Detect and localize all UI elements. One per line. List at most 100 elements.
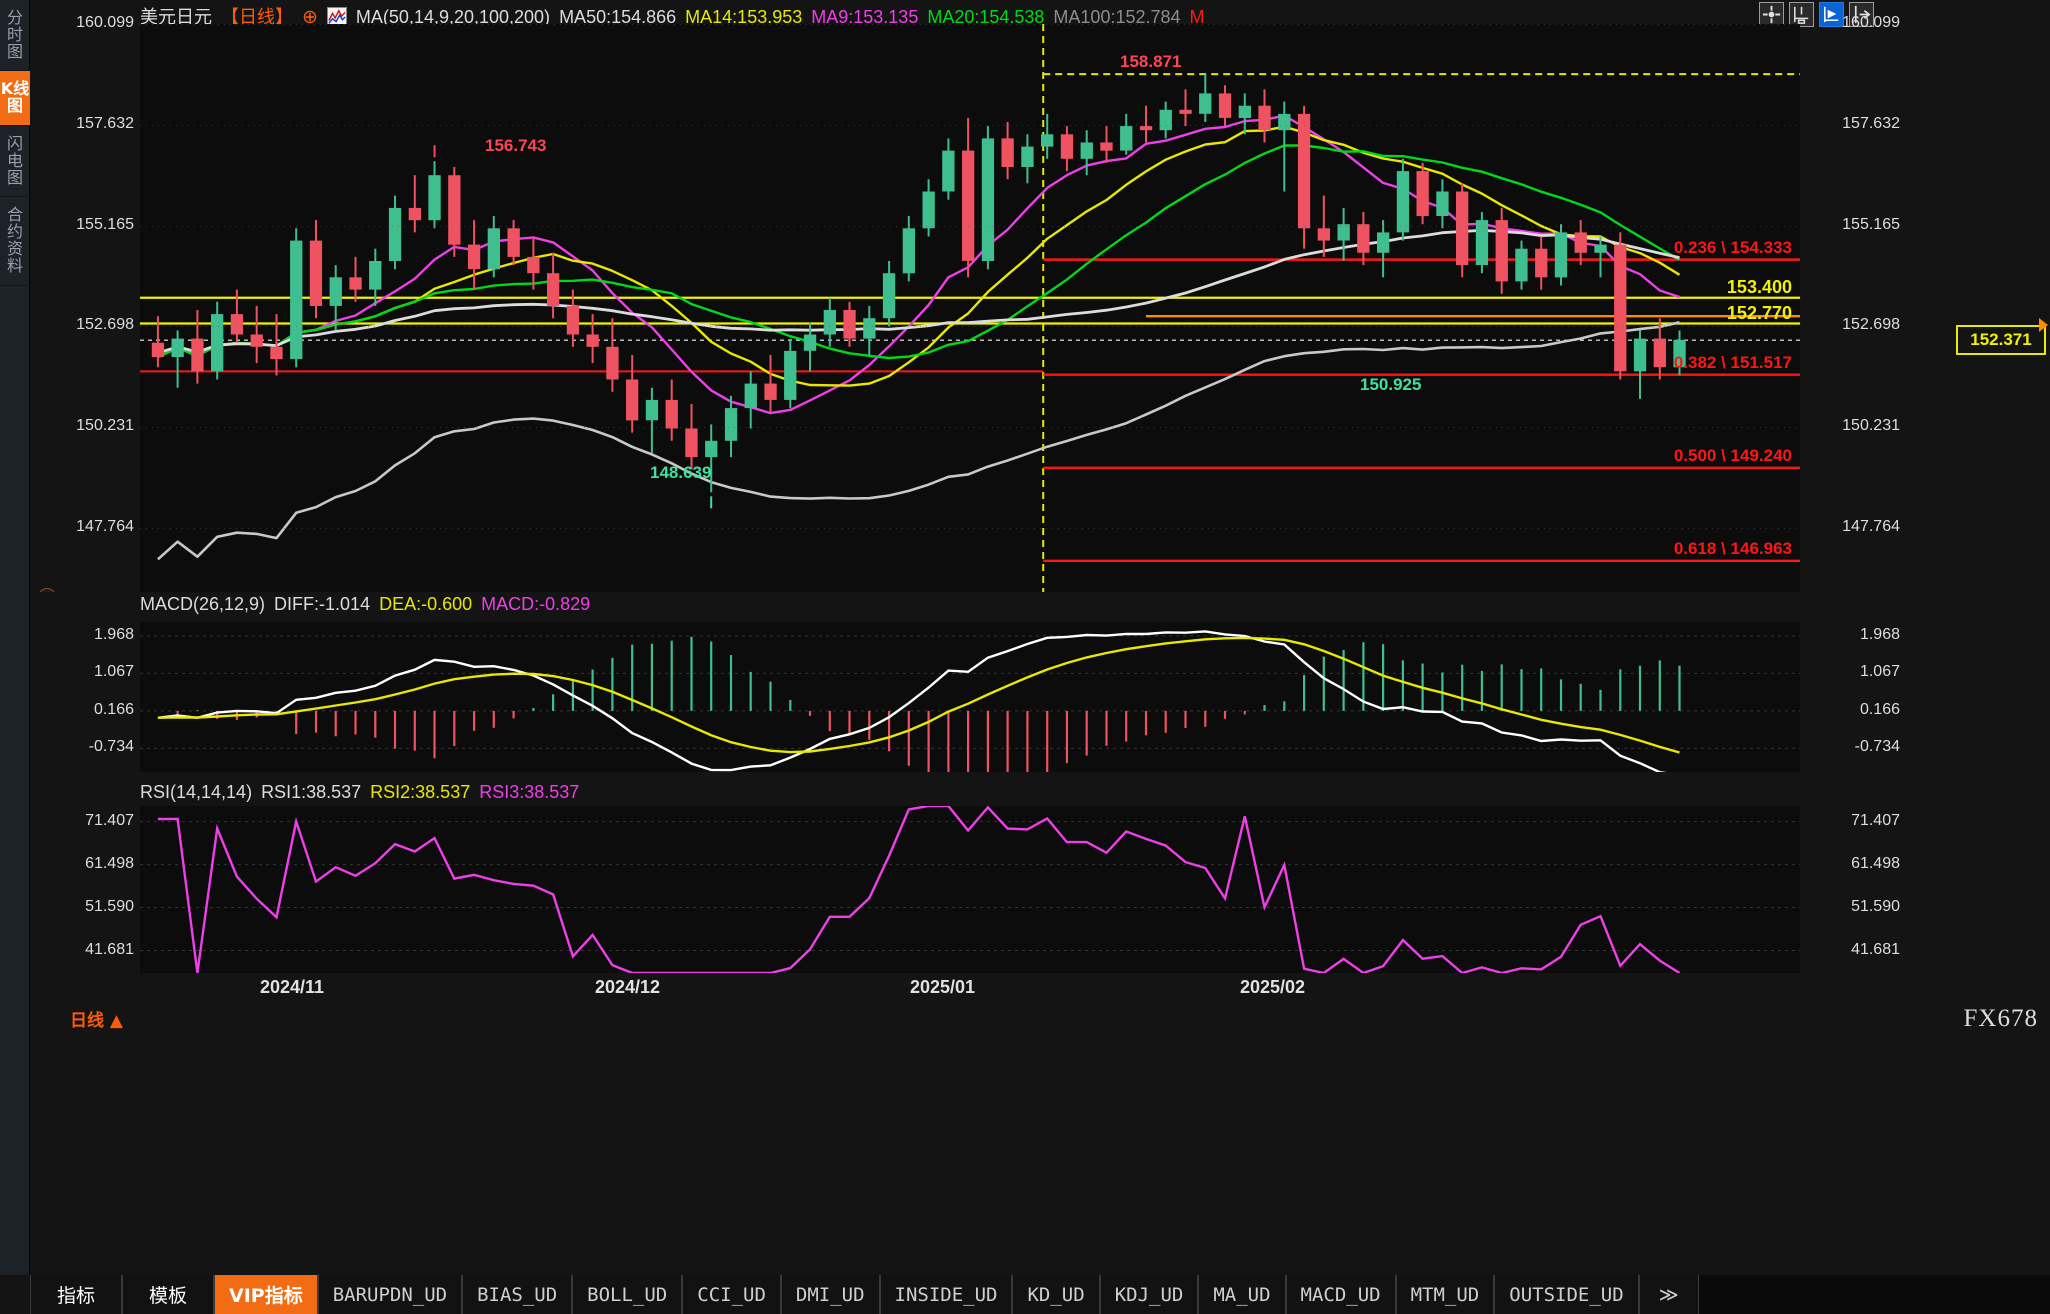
ma14-value: MA14:153.953	[685, 7, 803, 27]
rsi-title: RSI(14,14,14)	[140, 782, 253, 802]
price-gridline	[140, 326, 1800, 328]
btn-bias-ud[interactable]: BIAS_UD	[462, 1275, 573, 1314]
bottom-toolbar: 指标 模板 VIP指标 BARUPDN_UD BIAS_UD BOLL_UD CCI_UD D…	[0, 1275, 2050, 1314]
macd-dea: DEA:-0.600	[379, 594, 473, 614]
btn-barupdn-ud[interactable]: BARUPDN_UD	[317, 1275, 463, 1314]
btn-indicators[interactable]: 指标	[30, 1275, 122, 1314]
price-tick-left-1: 157.632	[76, 114, 134, 132]
sidebar-item-contract-info[interactable]: 合约资料	[0, 197, 30, 286]
level-152770-label: 152.770	[1726, 302, 1792, 323]
play-right-icon[interactable]	[1819, 2, 1844, 27]
time-tick-2: 2025/01	[910, 977, 976, 997]
btn-vip[interactable]: VIP指标	[214, 1275, 318, 1314]
btn-outside-ud[interactable]: OUTSIDE_UD	[1494, 1275, 1639, 1314]
left-sidebar: 分时图 K线图 闪电图 合约资料	[0, 0, 30, 1275]
sidebar-item-kline-chart[interactable]: K线图	[0, 71, 30, 126]
price-gridline	[140, 124, 1800, 126]
btn-mtm-ud[interactable]: MTM_UD	[1395, 1275, 1495, 1314]
rsi-header: RSI(14,14,14) RSI1:38.537 RSI2:38.537 RSI3:…	[140, 782, 588, 803]
period-label: 【日线】	[221, 7, 293, 27]
exit-right-icon[interactable]	[1849, 2, 1874, 27]
last-price-arrow-icon	[2039, 317, 2048, 332]
btn-template[interactable]: 模板	[122, 1275, 214, 1314]
price-tick-left-3: 152.698	[76, 316, 134, 334]
sidebar-item-label: 分时图	[6, 8, 23, 61]
btn-macd-ud[interactable]: MACD_UD	[1285, 1275, 1396, 1314]
recent-low-label: 150.925	[1360, 375, 1422, 394]
price-gridline	[140, 24, 1800, 25]
macd-tick-left-3: -0.734	[88, 738, 134, 756]
measure-icon[interactable]	[1789, 2, 1814, 27]
price-tick-right-2: 155.165	[1842, 215, 1900, 233]
ma100-value: MA100:152.784	[1053, 7, 1181, 27]
ma9-value: MA9:153.135	[811, 7, 919, 27]
btn-dmi-ud[interactable]: DMI_UD	[780, 1275, 880, 1314]
chart-toolbar-icons	[1759, 2, 1874, 27]
indicator-chart-icon[interactable]	[326, 7, 347, 27]
macd-tick-right-0: 1.968	[1859, 625, 1900, 643]
rsi-tick-left-2: 51.590	[85, 897, 134, 915]
time-tick-1: 2024/12	[595, 977, 661, 997]
level-153400-label: 153.400	[1726, 276, 1792, 297]
macd-tick-left-2: 0.166	[93, 700, 134, 718]
toolbar-spacer	[0, 1275, 30, 1314]
price-tick-left-0: 160.099	[76, 14, 134, 31]
btn-ma-ud[interactable]: MA_UD	[1198, 1275, 1286, 1314]
macd-plot[interactable]	[140, 622, 1800, 772]
macd-tick-right-1: 1.067	[1859, 663, 1900, 681]
macd-diff: DIFF:-1.014	[274, 594, 371, 614]
rsi-tick-right-1: 61.498	[1851, 854, 1900, 872]
sidebar-item-flash-chart[interactable]: 闪电图	[0, 126, 30, 198]
macd-tick-right-3: -0.734	[1854, 738, 1900, 756]
price-gridline	[140, 427, 1800, 429]
sidebar-item-timeshare-chart[interactable]: 分时图	[0, 0, 30, 72]
btn-more[interactable]: ≫	[1638, 1275, 1699, 1314]
last-price-tag: 152.371	[1956, 324, 2046, 355]
macd-header: MACD(26,12,9) DIFF:-1.014 DEA:-0.600 MACD:-…	[140, 594, 599, 615]
brand-watermark: FX678	[1963, 1005, 2038, 1032]
rsi-panel: RSI(14,14,14) RSI1:38.537 RSI2:38.537 RSI3:…	[30, 780, 2050, 977]
price-tick-right-5: 147.764	[1842, 518, 1900, 536]
price-header: 美元日元 【日线】 ⊕ MA(50,14,9,20,100,200) MA50:154…	[140, 3, 1214, 29]
ma-title: MA(50,14,9,20,100,200)	[355, 7, 551, 27]
macd-panel: MACD(26,12,9) DIFF:-1.014 DEA:-0.600 MACD:-…	[30, 592, 2050, 780]
rsi2-value: RSI2:38.537	[370, 782, 471, 802]
rsi-tick-left-1: 61.498	[85, 854, 134, 872]
price-tick-left-2: 155.165	[76, 215, 134, 233]
price-tick-right-0: 160.099	[1842, 14, 1900, 31]
sidebar-item-label: K线图	[0, 79, 30, 116]
btn-kd-ud[interactable]: KD_UD	[1012, 1275, 1100, 1314]
rsi-plot[interactable]	[140, 806, 1800, 973]
period-tag[interactable]: 日线 ▲	[70, 1011, 123, 1031]
swing-low-label: 148.639	[650, 463, 712, 482]
rsi-tick-right-3: 41.681	[1851, 940, 1900, 958]
rsi-tick-right-0: 71.407	[1851, 811, 1900, 829]
ma50-value: MA50:154.866	[559, 7, 677, 27]
price-tick-left-5: 147.764	[76, 518, 134, 536]
macd-tick-left-1: 1.067	[93, 663, 134, 681]
btn-inside-ud[interactable]: INSIDE_UD	[879, 1275, 1013, 1314]
crosshair-icon[interactable]	[1759, 2, 1784, 27]
ma20-value: MA20:154.538	[927, 7, 1045, 27]
price-tick-right-1: 157.632	[1842, 114, 1900, 132]
sidebar-item-label: 闪电图	[6, 133, 23, 187]
toolbar-buttons: 指标 模板 VIP指标 BARUPDN_UD BIAS_UD BOLL_UD CCI_UD D…	[30, 1275, 1699, 1314]
price-panel: 美元日元 【日线】 ⊕ MA(50,14,9,20,100,200) MA50:154…	[30, 0, 2050, 592]
btn-kdj-ud[interactable]: KDJ_UD	[1099, 1275, 1199, 1314]
price-plot[interactable]	[140, 24, 1800, 592]
btn-cci-ud[interactable]: CCI_UD	[682, 1275, 781, 1314]
price-gridline	[140, 225, 1800, 227]
macd-macd: MACD:-0.829	[481, 594, 591, 614]
rsi-tick-left-3: 41.681	[85, 940, 134, 958]
chart-container: 美元日元 【日线】 ⊕ MA(50,14,9,20,100,200) MA50:154…	[30, 0, 2050, 1275]
price-tick-left-4: 150.231	[76, 417, 134, 435]
fib-500-label: 0.500 \ 149.240	[1673, 445, 1792, 465]
last-price-value: 152.371	[1970, 329, 2032, 349]
macd-tick-right-2: 0.166	[1859, 700, 1900, 718]
price-tick-right-4: 150.231	[1842, 417, 1900, 435]
target-icon[interactable]: ⊕	[302, 7, 318, 28]
rsi3-value: RSI3:38.537	[479, 782, 580, 802]
btn-boll-ud[interactable]: BOLL_UD	[572, 1275, 683, 1314]
time-tick-0: 2024/11	[260, 977, 325, 997]
price-tick-right-3: 152.698	[1842, 316, 1900, 334]
